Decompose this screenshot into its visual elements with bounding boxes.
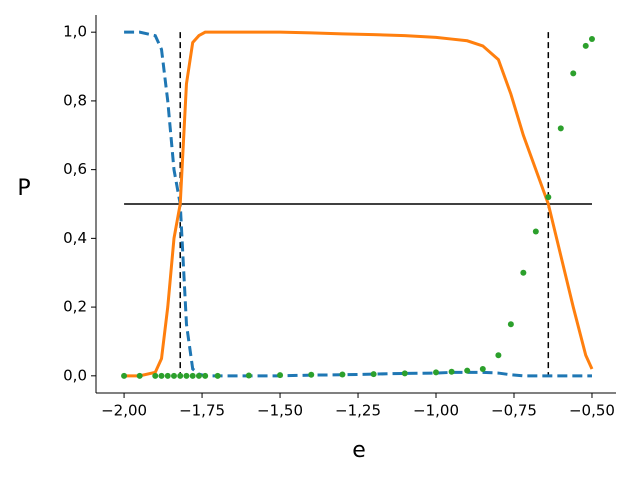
x-tick-label: −1,00 bbox=[413, 402, 459, 420]
data-point bbox=[433, 369, 440, 376]
data-point bbox=[532, 228, 539, 235]
data-point bbox=[277, 372, 284, 379]
data-point bbox=[170, 372, 177, 379]
data-point bbox=[152, 372, 159, 379]
y-tick-label: 0,2 bbox=[63, 298, 87, 316]
x-tick-label: −1,25 bbox=[335, 402, 381, 420]
data-point bbox=[401, 370, 408, 377]
data-point bbox=[339, 371, 346, 378]
x-tick-label: −2,00 bbox=[101, 402, 147, 420]
x-tick-label: −1,75 bbox=[179, 402, 225, 420]
data-point bbox=[495, 352, 502, 359]
data-point bbox=[507, 321, 514, 328]
data-point bbox=[136, 372, 143, 379]
data-point bbox=[520, 269, 527, 276]
y-tick-label: 0,4 bbox=[63, 229, 87, 247]
data-point bbox=[479, 365, 486, 372]
data-point bbox=[158, 372, 165, 379]
x-tick-label: −0,75 bbox=[491, 402, 537, 420]
data-point bbox=[545, 194, 552, 201]
data-point bbox=[570, 70, 577, 77]
x-tick-label: −1,50 bbox=[257, 402, 303, 420]
data-point bbox=[464, 367, 471, 374]
data-point bbox=[183, 372, 190, 379]
data-point bbox=[582, 42, 589, 49]
data-point bbox=[214, 372, 221, 379]
data-point bbox=[588, 36, 595, 43]
data-point bbox=[121, 372, 128, 379]
x-axis-label: e bbox=[352, 438, 366, 463]
series-line bbox=[124, 30, 594, 378]
x-tick-label: −0,50 bbox=[569, 402, 615, 420]
y-tick-label: 0,8 bbox=[63, 91, 87, 109]
data-point bbox=[189, 372, 196, 379]
data-point bbox=[164, 372, 171, 379]
y-tick-label: 0,6 bbox=[63, 160, 87, 178]
data-point bbox=[177, 372, 184, 379]
data-point bbox=[557, 125, 564, 132]
y-tick-label: 0,0 bbox=[63, 366, 87, 384]
data-point bbox=[195, 372, 202, 379]
data-point bbox=[202, 372, 209, 379]
y-tick-label: 1,0 bbox=[63, 23, 87, 41]
data-point bbox=[448, 368, 455, 375]
data-point bbox=[308, 371, 315, 378]
data-point bbox=[370, 371, 377, 378]
data-point bbox=[245, 372, 252, 379]
y-axis-label: P bbox=[17, 176, 30, 201]
